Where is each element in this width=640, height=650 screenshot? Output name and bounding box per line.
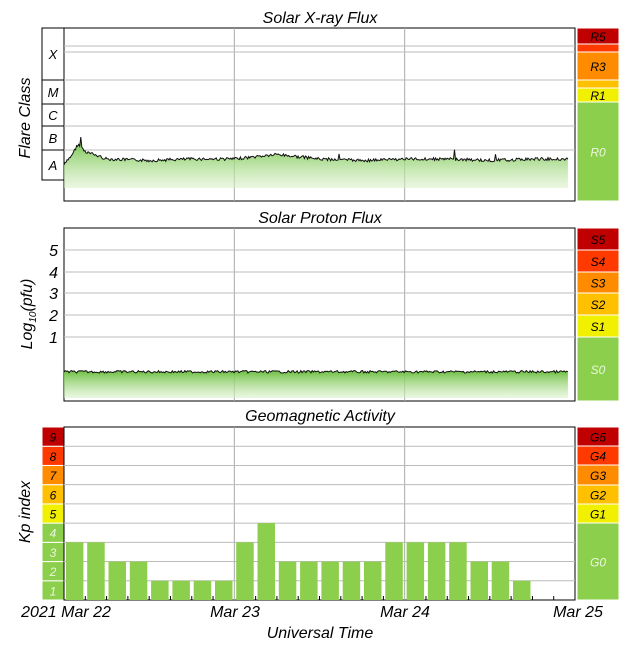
- kp-bar: [236, 542, 254, 600]
- kp-bar: [193, 580, 212, 600]
- svg-text:Log10(pfu): Log10(pfu): [19, 279, 39, 350]
- proton-flux-line: [63, 369, 569, 375]
- proton-flux-area: [63, 369, 569, 398]
- kp-bars: [65, 523, 531, 600]
- kp-level-boxes: 1 2 3 4 5 6 7 8 9: [41, 426, 65, 601]
- kp-ylabel: Kp index: [17, 480, 34, 543]
- r-scale-band-r0: [576, 101, 620, 202]
- flare-class-label-x: X: [48, 47, 59, 62]
- s-scale-label-s2: S2: [591, 298, 606, 312]
- s-scale-label-s1: S1: [591, 320, 606, 334]
- proton-ytick-2: 2: [48, 308, 58, 325]
- g-scale-label-g4: G4: [590, 450, 606, 464]
- xray-flux-fill: [64, 137, 568, 188]
- proton-gridlines: [64, 228, 575, 401]
- kp-bar: [321, 561, 339, 600]
- proton-ytick-4: 4: [49, 265, 58, 282]
- flare-class-label-b: B: [49, 131, 58, 146]
- r-scale-label-r1: R1: [590, 89, 605, 103]
- proton-ytick-1: 1: [49, 330, 58, 347]
- g-scale-band-g0: [576, 522, 620, 601]
- s-scale-label-s3: S3: [591, 277, 606, 291]
- g-scale-label-g2: G2: [590, 489, 606, 503]
- g-scale-label-g1: G1: [590, 508, 606, 522]
- kp-bar: [151, 580, 169, 600]
- geomag-panel: Geomagnetic Activity Kp index 123456789 …: [17, 408, 620, 642]
- flare-class-label-m: M: [48, 85, 59, 100]
- kp-bar: [257, 523, 275, 600]
- solar-radiation-scale: S5 S4 S3 S2 S1 S0: [576, 227, 620, 402]
- s-scale-label-s4: S4: [591, 255, 606, 269]
- s-scale-label-s0: S0: [591, 363, 606, 377]
- kp-bar: [513, 580, 531, 600]
- s-scale-label-s5: S5: [591, 233, 606, 247]
- proton-flux-fill: [64, 370, 568, 398]
- xray-flux-line: [63, 137, 569, 166]
- kp-level-label-1: 1: [50, 584, 57, 598]
- kp-bar: [342, 561, 361, 600]
- proton-ytick-3: 3: [49, 286, 58, 303]
- kp-level-label-7: 7: [50, 469, 58, 483]
- kp-bar: [427, 542, 446, 600]
- kp-gridlines: [64, 427, 575, 600]
- kp-bar: [278, 561, 297, 600]
- x-tick-label-1: Mar 23: [210, 604, 260, 621]
- kp-bar: [491, 561, 510, 600]
- s-scale-band-s0: [576, 336, 620, 402]
- kp-level-label-8: 8: [50, 450, 57, 464]
- kp-bar: [406, 542, 425, 600]
- x-tick-label-0: 2021 Mar 22: [20, 604, 111, 621]
- proton-ylabel-base: Log: [19, 323, 36, 350]
- x-axis-ticks: 2021 Mar 22 Mar 23 Mar 24 Mar 25: [20, 596, 603, 621]
- r-scale-band-r4: [576, 43, 620, 53]
- proton-y-ticks: 1 2 3 4 5: [48, 243, 58, 347]
- kp-bar: [385, 542, 403, 600]
- kp-bar: [300, 561, 318, 600]
- kp-bar: [172, 580, 190, 600]
- kp-level-label-5: 5: [50, 508, 57, 522]
- flare-class-label-a: A: [48, 158, 58, 173]
- geomagnetic-storm-scale: G5 G4 G3 G2 G1 G0: [576, 426, 620, 601]
- kp-level-label-3: 3: [50, 546, 57, 560]
- kp-level-label-4: 4: [50, 527, 57, 541]
- flare-class-label-c: C: [48, 108, 58, 123]
- r-scale-band-r2: [576, 79, 620, 89]
- kp-level-label-6: 6: [50, 488, 57, 502]
- kp-level-label-9: 9: [50, 431, 57, 445]
- x-tick-label-3: Mar 25: [553, 604, 603, 621]
- g-scale-label-g5: G5: [590, 431, 606, 445]
- x-axis-label: Universal Time: [267, 625, 374, 642]
- r-scale-label-r5: R5: [590, 30, 606, 44]
- geomag-title: Geomagnetic Activity: [245, 408, 396, 425]
- xray-flux-area: [63, 137, 569, 188]
- kp-bar: [364, 561, 382, 600]
- xray-title: Solar X-ray Flux: [263, 10, 379, 27]
- proton-ytick-5: 5: [49, 243, 58, 260]
- g-scale-label-g0: G0: [590, 556, 606, 570]
- r-scale-label-r0: R0: [590, 146, 606, 160]
- x-tick-label-2: Mar 24: [380, 604, 430, 621]
- kp-bar: [87, 542, 105, 600]
- kp-bar: [65, 542, 84, 600]
- proton-title: Solar Proton Flux: [258, 210, 383, 227]
- xray-gridlines: [64, 28, 575, 201]
- proton-ylabel-sub: 10: [28, 311, 39, 323]
- kp-bar: [215, 580, 233, 600]
- kp-plot-frame: [63, 426, 576, 601]
- proton-ylabel: Log10(pfu): [19, 279, 39, 350]
- kp-bar: [449, 542, 467, 600]
- g-scale-label-g3: G3: [590, 469, 606, 483]
- r-scale-label-r3: R3: [590, 60, 606, 74]
- xray-ylabel: Flare Class: [17, 78, 34, 159]
- proton-ylabel-rest: (pfu): [19, 279, 36, 312]
- kp-bar: [129, 561, 148, 600]
- kp-bar: [470, 561, 488, 600]
- radio-blackout-scale: R5 R3 R1 R0: [576, 27, 620, 202]
- kp-bar: [108, 561, 126, 600]
- kp-level-label-2: 2: [49, 565, 57, 579]
